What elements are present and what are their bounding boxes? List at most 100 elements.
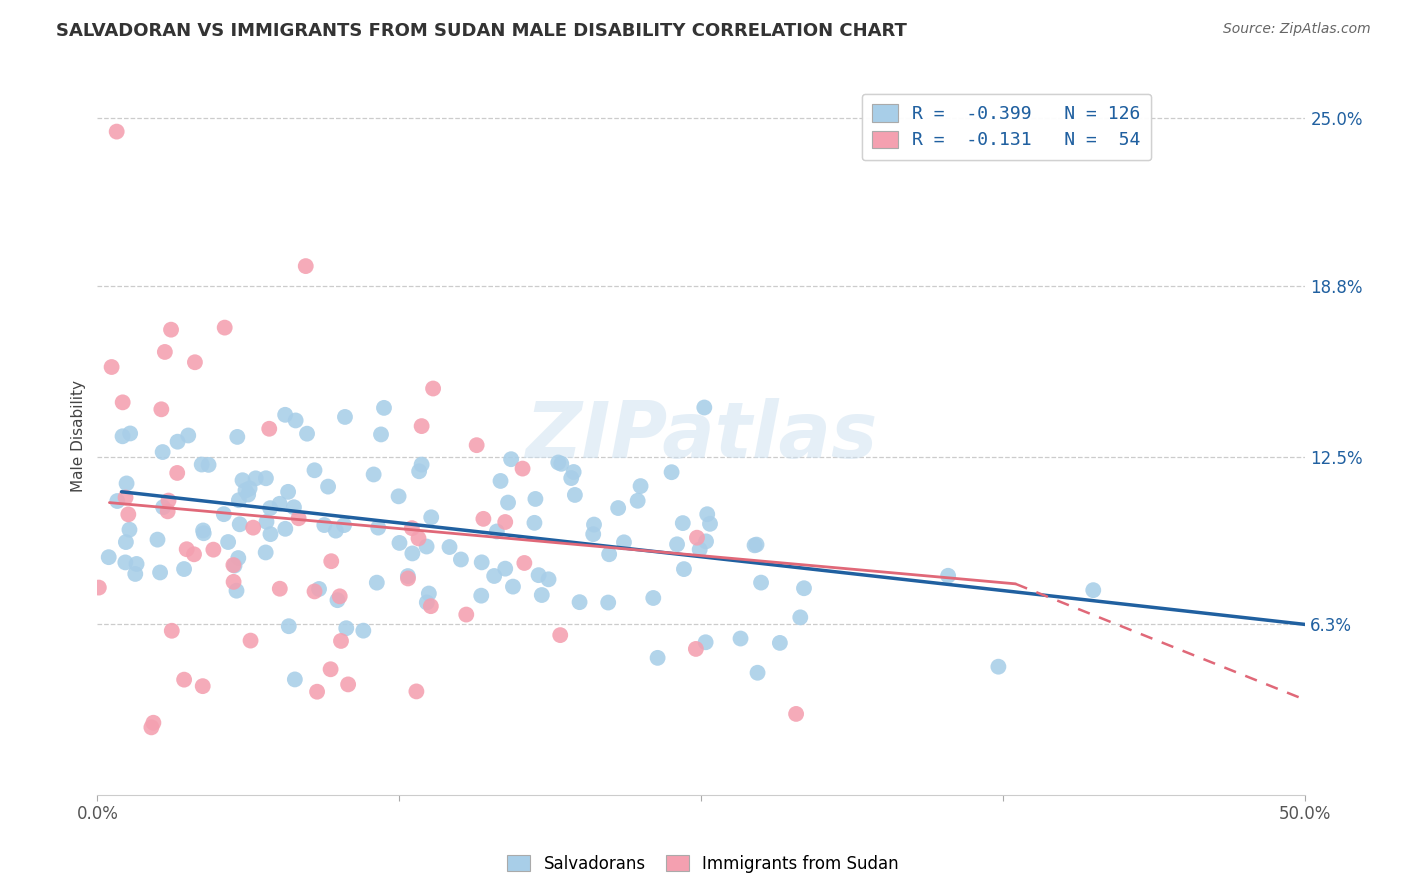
Point (465, 438, 488, 452)
Point (225, 583, 247, 598)
Point (125, 557, 148, 571)
Point (699, 516, 721, 531)
Point (482, 569, 505, 583)
Point (333, 409, 356, 424)
Point (689, 542, 711, 557)
Point (607, 501, 630, 516)
Point (695, 534, 717, 549)
Point (308, 582, 330, 596)
Point (184, 355, 207, 369)
Point (177, 428, 200, 442)
Point (685, 641, 707, 656)
Point (337, 677, 360, 691)
Point (97, 550, 120, 565)
Point (166, 434, 188, 449)
Point (523, 516, 546, 530)
Point (114, 555, 136, 569)
Text: Source: ZipAtlas.com: Source: ZipAtlas.com (1223, 22, 1371, 37)
Point (284, 673, 307, 687)
Point (501, 452, 523, 467)
Point (1083, 583, 1105, 598)
Point (124, 566, 146, 581)
Point (114, 491, 136, 505)
Point (156, 504, 179, 518)
Point (105, 494, 128, 508)
Point (401, 521, 423, 535)
Point (190, 458, 212, 472)
Point (254, 545, 277, 559)
Point (613, 535, 636, 549)
Point (363, 467, 385, 482)
Point (333, 518, 356, 533)
Point (226, 430, 249, 444)
Point (416, 595, 439, 609)
Point (512, 461, 534, 475)
Point (176, 542, 198, 557)
Point (274, 522, 297, 536)
Point (547, 455, 569, 469)
Point (160, 624, 183, 638)
Point (366, 575, 388, 590)
Point (115, 476, 138, 491)
Point (647, 651, 669, 665)
Point (283, 500, 305, 515)
Point (537, 572, 560, 586)
Point (254, 471, 277, 485)
Point (630, 479, 652, 493)
Point (471, 555, 494, 569)
Point (387, 489, 409, 503)
Point (294, 259, 316, 273)
Legend: Salvadorans, Immigrants from Sudan: Salvadorans, Immigrants from Sudan (501, 848, 905, 880)
Point (217, 535, 239, 549)
Point (672, 516, 695, 530)
Point (530, 588, 553, 602)
Point (568, 595, 591, 609)
Point (419, 599, 441, 614)
Point (666, 537, 689, 551)
Point (191, 679, 214, 693)
Point (643, 591, 665, 605)
Point (415, 540, 437, 554)
Point (321, 554, 343, 568)
Point (111, 395, 134, 409)
Point (527, 568, 550, 582)
Point (105, 125, 128, 139)
Point (118, 523, 141, 537)
Y-axis label: Male Disability: Male Disability (72, 380, 86, 492)
Point (582, 527, 605, 541)
Point (193, 526, 215, 541)
Text: ZIPatlas: ZIPatlas (526, 398, 877, 475)
Point (152, 445, 174, 459)
Point (329, 590, 352, 604)
Point (277, 484, 299, 499)
Point (120, 426, 142, 441)
Point (173, 562, 195, 576)
Point (411, 458, 433, 472)
Point (420, 510, 443, 524)
Point (785, 706, 807, 721)
Point (562, 465, 585, 479)
Point (245, 471, 267, 485)
Point (418, 586, 440, 600)
Point (405, 684, 427, 698)
Point (150, 402, 173, 417)
Point (259, 527, 281, 541)
Point (284, 413, 307, 427)
Point (115, 535, 138, 549)
Point (335, 621, 357, 635)
Point (745, 538, 768, 552)
Point (314, 518, 336, 533)
Point (524, 491, 547, 506)
Point (304, 463, 326, 477)
Point (153, 345, 176, 359)
Point (502, 580, 524, 594)
Point (235, 483, 257, 498)
Point (257, 422, 280, 436)
Point (747, 665, 769, 680)
Point (422, 382, 444, 396)
Point (439, 540, 461, 554)
Point (226, 551, 249, 566)
Point (373, 401, 395, 415)
Point (411, 419, 433, 434)
Point (627, 493, 650, 508)
